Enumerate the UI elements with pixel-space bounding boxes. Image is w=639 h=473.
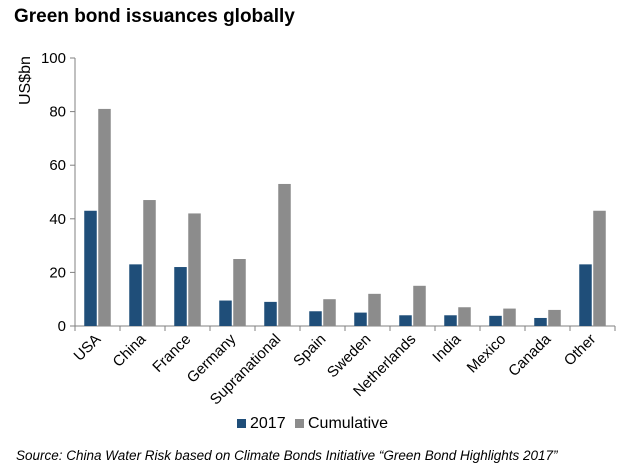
legend-swatch-cumulative [295, 419, 304, 428]
bar-cumulative [503, 308, 516, 326]
bar-cumulative [278, 183, 291, 326]
x-category-label: Mexico [464, 331, 510, 377]
x-category-label: USA [70, 331, 104, 365]
x-category-label: Canada [505, 330, 555, 380]
y-axis-label: US$bn [17, 56, 34, 105]
bar-2017 [399, 315, 412, 326]
bar-2017 [354, 312, 367, 326]
bar-2017 [129, 264, 142, 326]
bar-cumulative [593, 210, 606, 326]
y-tick-label: 40 [49, 211, 66, 228]
bar-2017 [264, 301, 277, 326]
x-category-label: China [110, 330, 150, 370]
y-tick-label: 0 [58, 318, 66, 335]
x-category-label: France [149, 331, 194, 376]
y-tick-label: 60 [49, 157, 66, 174]
bar-cumulative [548, 309, 561, 326]
bar-cumulative [143, 200, 156, 326]
bar-cumulative [98, 108, 111, 326]
bar-cumulative [233, 259, 246, 326]
bar-2017 [219, 300, 232, 326]
bar-2017 [309, 311, 322, 326]
bar-cumulative [413, 285, 426, 326]
bar-2017 [579, 264, 592, 326]
y-tick-label: 20 [49, 264, 66, 281]
bar-2017 [489, 315, 502, 326]
bar-2017 [534, 317, 547, 326]
source-note: Source: China Water Risk based on Climat… [16, 448, 558, 463]
legend-swatch-2017 [237, 419, 246, 428]
bar-cumulative [188, 213, 201, 326]
x-category-label: India [429, 330, 464, 365]
y-tick-label: 100 [41, 50, 66, 67]
legend-label-2017: 2017 [250, 415, 286, 432]
y-tick-label: 80 [49, 104, 66, 121]
bar-2017 [444, 315, 457, 326]
legend-label-cumulative: Cumulative [308, 415, 388, 432]
bar-2017 [84, 210, 97, 326]
chart-title: Green bond issuances globally [14, 6, 295, 27]
bar-cumulative [458, 307, 471, 326]
bar-cumulative [323, 299, 336, 326]
x-category-label: Other [561, 331, 600, 370]
bar-2017 [174, 267, 187, 326]
x-category-label: Spain [290, 331, 329, 370]
bar-cumulative [368, 293, 381, 326]
